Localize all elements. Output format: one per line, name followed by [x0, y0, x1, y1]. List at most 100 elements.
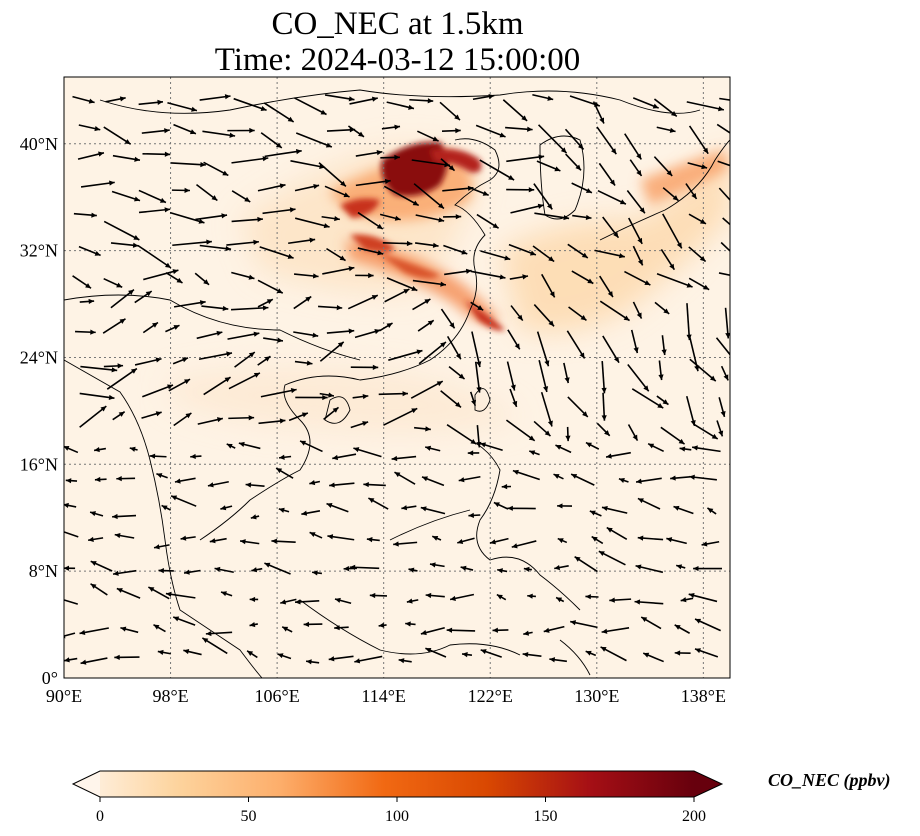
wind-arrow: [506, 361, 516, 391]
wind-arrow: [143, 269, 179, 281]
wind-arrow: [226, 239, 259, 246]
wind-arrow: [137, 244, 172, 269]
wind-arrow: [311, 570, 323, 576]
wind-arrow: [522, 651, 542, 658]
y-tick-label: 16°N: [20, 454, 58, 474]
wind-arrow: [326, 328, 355, 334]
wind-arrow: [457, 537, 475, 545]
wind-arrow: [231, 156, 269, 164]
wind-arrow: [293, 331, 319, 338]
wind-arrow: [533, 420, 552, 437]
wind-arrow: [64, 502, 77, 509]
wind-arrow: [415, 242, 439, 248]
wind-arrow: [294, 360, 313, 366]
y-tick-label: 8°N: [29, 561, 58, 581]
wind-arrow: [688, 335, 700, 372]
wind-arrow: [379, 322, 393, 332]
wind-arrow: [719, 97, 730, 101]
wind-arrow: [674, 624, 691, 634]
wind-arrow: [692, 423, 719, 440]
wind-arrow: [653, 98, 678, 118]
wind-arrow: [293, 295, 312, 310]
wind-arrow: [685, 396, 696, 427]
wind-arrow: [388, 349, 423, 361]
wind-arrow: [64, 565, 76, 571]
wind-arrow: [618, 478, 629, 483]
wind-vector-field: [64, 93, 730, 665]
wind-arrow: [605, 451, 631, 459]
wind-arrow: [405, 621, 416, 627]
colorbar-tick-label: 100: [385, 808, 409, 825]
wind-arrow: [679, 446, 692, 452]
wind-arrow: [202, 130, 236, 138]
wind-arrow: [251, 567, 263, 573]
wind-arrow: [444, 268, 472, 276]
wind-arrow: [238, 441, 261, 450]
wind-arrow: [628, 217, 643, 245]
wind-arrow: [196, 330, 223, 340]
wind-arrow: [509, 274, 529, 280]
wind-arrow: [701, 540, 720, 547]
wind-arrow: [661, 335, 667, 356]
x-tick-label: 130°E: [574, 686, 619, 706]
wind-arrow: [440, 390, 462, 408]
wind-arrow: [440, 308, 456, 329]
wind-arrow: [78, 124, 101, 132]
wind-arrow: [609, 597, 632, 603]
x-tick-label: 106°E: [255, 686, 300, 706]
wind-arrow: [585, 441, 600, 450]
wind-arrow: [502, 99, 528, 122]
colorbar-extend-min: [73, 771, 100, 797]
wind-arrow: [656, 126, 676, 133]
map-frame: [63, 76, 731, 679]
wind-arrow: [688, 592, 718, 603]
wind-arrow: [458, 475, 481, 483]
wind-arrow: [80, 657, 108, 665]
wind-arrow: [476, 425, 482, 448]
wind-arrow: [103, 220, 140, 241]
wind-arrow: [469, 391, 477, 406]
wind-arrow: [227, 331, 260, 340]
colorbar-ticks: 0 50 100 150 200: [96, 797, 706, 825]
wind-arrow: [601, 361, 607, 394]
wind-arrow: [460, 565, 474, 571]
wind-arrow: [153, 544, 170, 550]
wind-arrow: [557, 503, 573, 509]
wind-arrow: [165, 591, 196, 599]
wind-arrow: [234, 351, 256, 368]
wind-arrow: [689, 358, 717, 382]
wind-arrow: [417, 319, 435, 332]
wind-arrow: [507, 505, 536, 511]
wind-arrow: [103, 363, 124, 369]
wind-arrow: [334, 625, 349, 631]
wind-arrow: [585, 594, 599, 600]
wind-arrow: [414, 426, 431, 432]
wind-arrow: [439, 101, 461, 121]
wind-arrow: [497, 568, 508, 574]
wind-arrow: [138, 207, 171, 214]
wind-arrow: [198, 351, 233, 361]
wind-arrow: [449, 593, 475, 601]
wind-arrow: [301, 510, 321, 516]
wind-arrow: [533, 304, 555, 327]
wind-arrow: [77, 151, 105, 160]
wind-arrow: [328, 655, 354, 662]
wind-arrow: [555, 444, 572, 454]
wind-arrow: [363, 481, 386, 488]
wind-arrow: [277, 653, 292, 660]
wind-arrow: [393, 541, 418, 547]
wind-arrow: [564, 128, 585, 150]
wind-arrow: [410, 380, 444, 399]
wind-arrow: [694, 618, 721, 632]
wind-arrow: [570, 620, 598, 629]
wind-arrow: [384, 288, 410, 303]
x-axis-ticks: 90°E 98°E 106°E 114°E 122°E 130°E 138°E: [46, 686, 726, 706]
wind-arrow: [114, 654, 140, 660]
wind-arrow: [116, 587, 141, 599]
wind-arrow: [670, 475, 692, 481]
wind-arrow: [489, 537, 509, 545]
wind-arrow: [368, 497, 389, 510]
wind-arrow: [716, 420, 724, 437]
wind-arrow: [509, 388, 518, 408]
wind-arrow: [288, 412, 309, 422]
